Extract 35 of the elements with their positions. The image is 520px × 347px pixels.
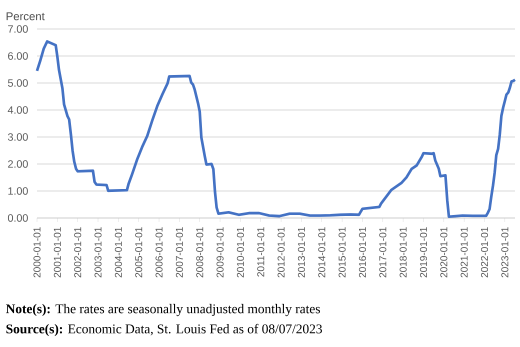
x-tick-label: 2015-01-01: [338, 227, 346, 278]
x-tick-label: 2004-01-01: [114, 227, 122, 278]
y-tick-label: 1.00: [8, 187, 28, 195]
y-tick-label: 7.00: [8, 25, 28, 33]
text: Source(s): Economic Data, St. Louis Fed as of 08/07/2023: [6, 324, 322, 336]
x-tick-label: 2003-01-01: [94, 227, 102, 278]
x-tick-label: 2022-01-01: [480, 227, 488, 278]
x-tick-label: 2019-01-01: [420, 227, 428, 278]
x-tick-label: 2021-01-01: [460, 227, 468, 278]
x-tick-label: 2023-01-01: [501, 227, 508, 278]
y-tick-label: 5.00: [8, 79, 28, 87]
x-tick-label: 2006-01-01: [156, 227, 163, 278]
x-tick-label: 2001-01-01: [54, 227, 61, 278]
x-tick-label: 2018-01-01: [400, 227, 407, 278]
x-tick-label: 2009-01-01: [216, 227, 224, 278]
x-tick-label: 2008-01-01: [196, 227, 204, 278]
x-tick-label: 2005-01-01: [135, 227, 142, 278]
y-tick-label: 4.00: [8, 106, 28, 114]
y-axis-title: Percent: [6, 12, 45, 20]
x-tick-label: 2010-01-01: [236, 227, 244, 278]
y-tick-label: 0.00: [8, 214, 28, 222]
x-tick-label: 2013-01-01: [298, 227, 305, 278]
x-tick-label: 2012-01-01: [278, 227, 285, 278]
text: Note(s): The rates are seasonally unadjusted monthly rates: [6, 304, 320, 316]
y-tick-label: 6.00: [8, 52, 28, 60]
y-tick-label: 2.00: [8, 160, 28, 168]
x-tick-label: 2000-01-01: [33, 227, 41, 278]
x-tick-label: 2014-01-01: [318, 227, 326, 278]
x-tick-label: 2017-01-01: [379, 227, 386, 278]
y-tick-label: 3.00: [8, 133, 28, 141]
x-tick-label: 2020-01-01: [440, 227, 448, 278]
x-tick-label: 2002-01-01: [74, 227, 82, 278]
x-tick-label: 2016-01-01: [358, 227, 366, 278]
x-tick-label: 2011-01-01: [257, 227, 264, 277]
x-tick-label: 2007-01-01: [176, 227, 183, 278]
